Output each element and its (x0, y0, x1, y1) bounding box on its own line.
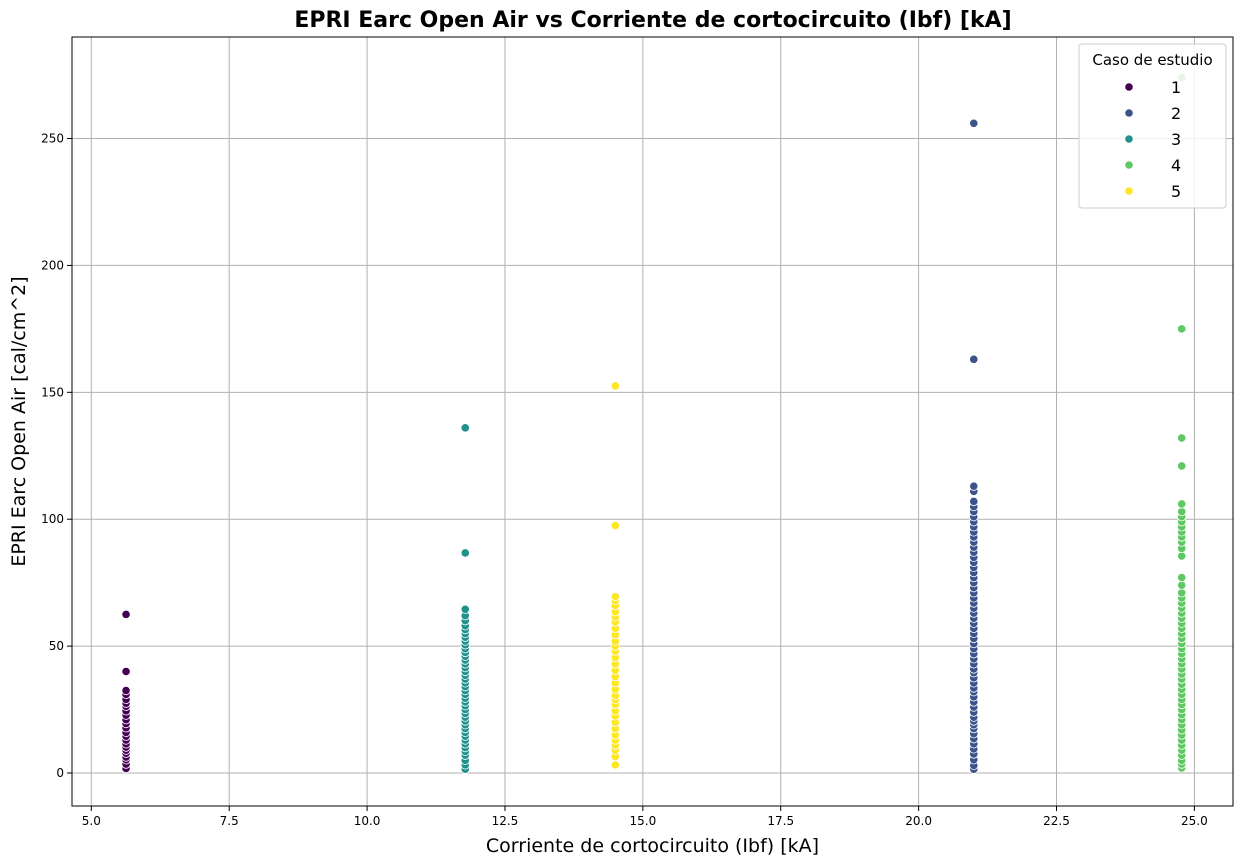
legend-marker (1124, 186, 1134, 196)
legend-marker (1124, 108, 1134, 118)
y-tick-label: 200 (41, 258, 64, 272)
y-tick-label: 100 (41, 512, 64, 526)
legend[interactable]: Caso de estudio 1 2 3 4 5 (1078, 43, 1227, 209)
y-tick-label: 50 (49, 639, 64, 653)
y-axis-ticks: 0 50 100 150 200 250 (41, 132, 72, 780)
legend-item-1[interactable]: 1 (1124, 78, 1181, 97)
y-tick-label: 0 (56, 766, 64, 780)
legend-items: 1 2 3 4 5 (1124, 78, 1181, 201)
data-point-series-2 (969, 481, 979, 491)
legend-item-2[interactable]: 2 (1124, 104, 1181, 123)
legend-item-3[interactable]: 3 (1124, 130, 1181, 149)
data-point-series-2 (969, 118, 979, 128)
x-tick-label: 10.0 (354, 814, 381, 828)
legend-label: 3 (1171, 130, 1181, 149)
x-tick-label: 20.0 (905, 814, 932, 828)
x-tick-label: 17.5 (767, 814, 794, 828)
data-points (121, 73, 1187, 774)
data-point-series-2 (969, 496, 979, 507)
legend-item-5[interactable]: 5 (1124, 182, 1181, 201)
data-point-series-4 (1177, 324, 1187, 334)
legend-label: 1 (1171, 78, 1181, 97)
data-point-series-4 (1177, 461, 1187, 471)
x-tick-label: 7.5 (220, 814, 239, 828)
x-tick-label: 15.0 (629, 814, 656, 828)
legend-marker (1124, 160, 1134, 170)
data-point-series-5 (610, 381, 620, 391)
data-point-series-3 (460, 423, 470, 433)
grid (72, 37, 1233, 806)
data-point-series-3 (460, 548, 470, 558)
data-point-series-1 (121, 609, 131, 619)
legend-marker (1124, 134, 1134, 144)
legend-box (1078, 43, 1227, 209)
legend-marker (1124, 82, 1134, 92)
x-tick-label: 22.5 (1043, 814, 1070, 828)
data-point-series-2 (969, 354, 979, 364)
data-point-series-5 (610, 592, 620, 602)
x-tick-label: 5.0 (82, 814, 101, 828)
x-axis-label: Corriente de cortocircuito (Ibf) [kA] (486, 835, 819, 857)
data-point-series-4 (1177, 506, 1187, 517)
x-tick-label: 25.0 (1181, 814, 1208, 828)
data-point-series-4 (1177, 551, 1187, 561)
y-axis-label: EPRI Earc Open Air [cal/cm^2] (8, 276, 30, 566)
data-point-series-5 (610, 760, 620, 770)
legend-label: 2 (1171, 104, 1181, 123)
y-tick-label: 150 (41, 385, 64, 399)
data-point-series-4 (1177, 499, 1187, 509)
chart-title: EPRI Earc Open Air vs Corriente de corto… (294, 8, 1011, 33)
data-point-series-4 (1177, 580, 1187, 590)
data-point-series-4 (1177, 572, 1187, 583)
data-point-series-5 (610, 520, 620, 531)
data-point-series-4 (1177, 433, 1187, 443)
data-point-series-3 (460, 604, 470, 614)
x-tick-label: 12.5 (492, 814, 519, 828)
legend-label: 4 (1171, 156, 1181, 175)
x-axis-ticks: 5.0 7.5 10.0 12.5 15.0 17.5 20.0 22.5 25.0 (82, 806, 1208, 828)
plot-frame (71, 36, 1234, 807)
data-point-series-1 (121, 666, 131, 677)
legend-label: 5 (1171, 182, 1181, 201)
legend-title: Caso de estudio (1092, 51, 1212, 69)
data-point-series-1 (121, 685, 131, 696)
data-point-series-4 (1177, 588, 1187, 598)
y-tick-label: 250 (41, 132, 64, 146)
legend-item-4[interactable]: 4 (1124, 156, 1181, 175)
